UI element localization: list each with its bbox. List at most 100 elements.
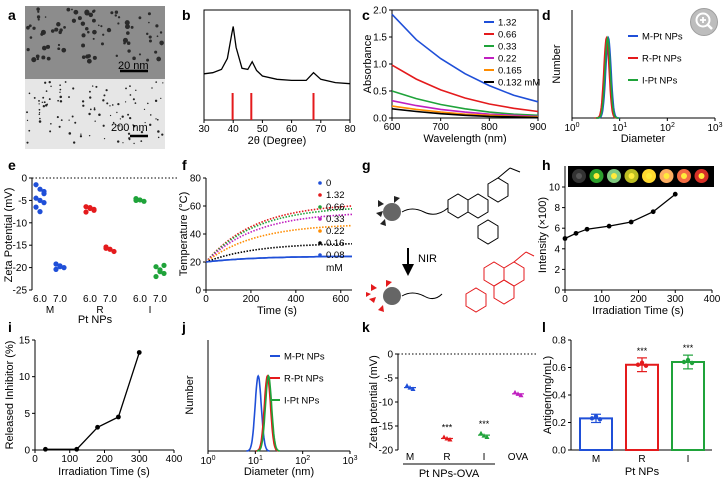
tem-particle — [28, 129, 31, 132]
thermal-spot-core — [681, 173, 687, 179]
data-point — [87, 204, 93, 211]
f-tick-label: 0 — [203, 294, 209, 305]
legend-label: I-Pt NPs — [284, 396, 320, 407]
data-point — [33, 182, 39, 188]
legend-swatch — [318, 217, 322, 221]
tem-particle — [135, 89, 137, 92]
zeta-points-e — [33, 182, 167, 280]
h-tick-label: 0 — [554, 286, 560, 297]
peg-linker-bottom — [401, 292, 443, 300]
h-tick-label: 4 — [554, 244, 560, 255]
tem-particle — [49, 130, 52, 133]
x-tick-label: M — [406, 452, 414, 463]
panel-label-b: b — [182, 7, 191, 23]
data-point — [597, 417, 603, 422]
tem-particle — [42, 96, 45, 99]
zeta-points-k: *** *** — [404, 383, 524, 442]
tem-particle — [122, 37, 128, 43]
k-tick-label: 0 — [387, 350, 393, 361]
data-point — [95, 424, 100, 430]
data-point — [512, 389, 518, 395]
y-axis-label-j: Number — [184, 375, 196, 414]
tem-particle — [112, 121, 115, 124]
xrd-pattern — [203, 26, 351, 85]
tem-particle — [91, 10, 95, 13]
data-point — [685, 357, 691, 363]
h-tick-label: 8 — [554, 203, 560, 214]
release-line — [45, 352, 140, 450]
c-tick-label: 600 — [384, 122, 401, 133]
tem-particle — [95, 85, 98, 88]
ph-label: 6.0 — [33, 294, 47, 305]
h-tick-label: 200 — [630, 294, 647, 305]
data-point — [481, 433, 487, 438]
tem-particle — [79, 135, 83, 138]
data-point — [41, 200, 47, 206]
legend-label: 0.66 — [498, 30, 517, 41]
data-point — [153, 273, 159, 280]
tem-particle — [93, 107, 96, 109]
panel-i: 0 100 200 300 400 0 5 10 15 Irradiation Time (s)… — [4, 336, 183, 479]
tem-particle — [91, 18, 96, 23]
legend-swatch — [318, 241, 322, 245]
tem-particle — [117, 16, 121, 19]
tem-particle — [143, 108, 146, 111]
tem-particle — [59, 28, 63, 32]
tem-particle — [41, 45, 47, 51]
tem-particle — [37, 10, 40, 13]
zoom-in-button[interactable] — [690, 8, 718, 36]
i-tick-label: 200 — [96, 454, 113, 465]
tem-images: 20 nm 200 nm — [25, 6, 165, 149]
tick-base: 10 — [295, 456, 307, 467]
k-tick-label: -20 — [379, 446, 394, 457]
panel-label-h: h — [542, 157, 551, 173]
ph-label: 7.0 — [53, 294, 67, 305]
panel-label-a: a — [8, 7, 16, 23]
tem-particle — [124, 20, 130, 26]
data-point — [53, 261, 59, 267]
series-line — [205, 243, 352, 263]
intensity-line — [564, 193, 676, 240]
reference-peaks-b — [231, 93, 315, 120]
legend-label: 1.32 — [498, 18, 517, 29]
tem-particle — [114, 10, 119, 14]
thermal-spot-core — [593, 173, 600, 179]
d-tick-label: 102 — [660, 122, 675, 134]
legend-swatch — [318, 253, 322, 257]
tem-particle — [59, 88, 62, 91]
tem-particle — [149, 123, 152, 127]
tem-particle — [88, 134, 91, 137]
tem-particle — [111, 104, 114, 106]
ph-label: 7.0 — [103, 294, 117, 305]
data-point — [103, 245, 109, 251]
tem-particle — [26, 47, 30, 52]
panel-label-f: f — [182, 157, 187, 173]
b-tick-label: 70 — [315, 124, 327, 135]
tick-exponent: 0 — [212, 455, 216, 462]
tem-image-bottom — [25, 79, 165, 149]
series-line — [391, 64, 539, 113]
tem-particle — [140, 140, 143, 143]
series-line — [595, 35, 620, 119]
h-tick-label: 300 — [667, 294, 684, 305]
tem-particle — [61, 47, 67, 53]
tem-particle — [85, 54, 90, 59]
tem-particle — [102, 33, 105, 36]
zoom-in-icon — [695, 12, 713, 30]
tem-particle — [119, 125, 121, 127]
significance-mark: *** — [683, 343, 694, 353]
h-tick-label: 100 — [593, 294, 610, 305]
tem-particle — [59, 91, 61, 94]
tem-particle — [37, 18, 40, 21]
tem-particle — [81, 43, 86, 48]
group-label-k: Pt NPs-OVA — [419, 468, 480, 480]
legend-label: 0.33 — [498, 42, 517, 53]
tem-particle — [127, 113, 130, 116]
tem-particle — [80, 21, 86, 26]
tem-particle — [146, 32, 149, 36]
tem-particle — [66, 7, 71, 12]
legend-swatch — [318, 229, 322, 233]
thermal-spot-core — [611, 173, 617, 179]
legend-label: 1.32 — [326, 190, 345, 201]
e-tick-label: -5 — [18, 196, 27, 207]
